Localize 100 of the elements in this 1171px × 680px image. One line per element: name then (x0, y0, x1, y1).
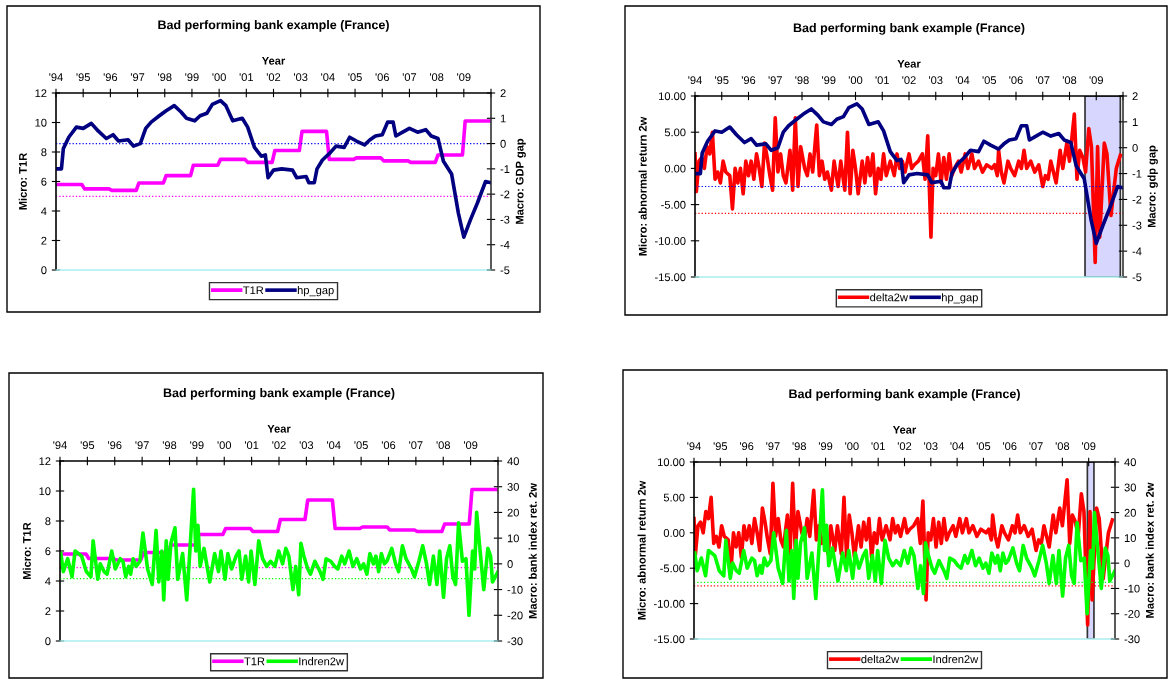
y-tick-label: 5.00 (663, 493, 685, 502)
x-tick-label: '07 (1029, 442, 1043, 451)
x-tick-label: '98 (162, 441, 177, 450)
y2-tick-label: 40 (507, 457, 519, 466)
y-tick-label: 2 (45, 607, 51, 616)
y-tick-label: -5.00 (660, 564, 685, 573)
y2-tick-label: 1 (1132, 118, 1138, 126)
x-tick-label: '09 (1089, 76, 1103, 85)
x-tick-label: '08 (436, 441, 451, 450)
legend-label: hp_gap (942, 293, 978, 304)
x-tick-label: '00 (848, 76, 863, 85)
x-tick-label: '03 (924, 442, 938, 451)
x-axis-title: Year (892, 425, 917, 434)
x-tick-label: '04 (321, 73, 335, 82)
x-tick-label: '96 (103, 73, 118, 82)
y2-axis-title: Macro: bank index ret. 2w (528, 483, 537, 619)
y2-tick-label: 40 (1124, 458, 1136, 467)
y-tick-label: 10.00 (659, 92, 686, 101)
y2-tick-label: -5 (1132, 273, 1142, 282)
y2-tick-label: -4 (1132, 247, 1142, 256)
legend-label: Indren2w (933, 654, 979, 664)
x-tick-label: '08 (1062, 76, 1077, 85)
y2-tick-label: -3 (1132, 221, 1142, 230)
x-tick-label: '02 (897, 442, 912, 451)
y-tick-label: 0 (45, 637, 51, 646)
x-tick-label: '99 (822, 76, 836, 85)
x-tick-label: '05 (354, 441, 368, 450)
x-tick-label: '99 (185, 73, 199, 82)
y-tick-label: 8 (45, 517, 51, 526)
y2-tick-label: -10 (507, 585, 523, 594)
y2-tick-label: 2 (1132, 92, 1138, 101)
y2-axis-title: Macro: GDP gap (515, 138, 526, 224)
legend-label: delta2w (861, 654, 900, 664)
y-tick-label: 10 (39, 487, 51, 496)
y2-tick-label: 30 (507, 482, 519, 491)
x-tick-label: '95 (715, 76, 729, 85)
y2-tick-label: 30 (1124, 483, 1136, 492)
y-tick-label: 0.00 (663, 529, 685, 537)
y2-tick-label: -4 (500, 241, 510, 249)
x-tick-label: '98 (158, 73, 172, 82)
y-tick-label: 10 (35, 118, 47, 127)
x-tick-label: '06 (375, 73, 389, 82)
y2-tick-label: -2 (500, 190, 510, 199)
x-tick-label: '02 (266, 73, 281, 82)
x-tick-label: '97 (130, 73, 145, 82)
chart-title: Bad performing bank example (France) (789, 389, 1020, 401)
line-series (695, 101, 1123, 246)
y2-tick-label: -3 (500, 215, 510, 224)
legend-label: hp_gap (297, 285, 334, 297)
x-tick-label: '04 (950, 442, 965, 451)
x-tick-label: '94 (687, 442, 701, 451)
x-tick-label: '96 (741, 76, 756, 85)
chart-title: Bad performing bank example (France) (163, 388, 395, 400)
x-tick-label: '01 (871, 442, 885, 451)
x-tick-label: '05 (348, 73, 362, 82)
y2-axis-title: Macro: bank index ret. 2w (1145, 482, 1154, 618)
y-tick-label: 8 (41, 148, 47, 157)
chart-title: Bad performing bank example (France) (158, 20, 389, 32)
y-tick-label: 6 (45, 547, 51, 556)
x-tick-label: '07 (402, 73, 417, 82)
x-axis-title: Year (897, 59, 921, 68)
y-tick-label: 6 (41, 177, 47, 186)
x-tick-label: '06 (1003, 442, 1017, 451)
y2-tick-label: -20 (1124, 609, 1140, 618)
y2-tick-label: 20 (507, 508, 519, 517)
x-tick-label: '95 (76, 73, 90, 82)
x-tick-label: '04 (955, 76, 970, 85)
y2-tick-label: -1 (500, 165, 510, 173)
x-tick-label: '09 (463, 441, 478, 450)
y2-tick-label: -20 (507, 611, 523, 620)
x-tick-label: '05 (982, 76, 997, 85)
y-tick-label: -15.00 (654, 273, 686, 282)
y-tick-label: 10.00 (658, 458, 685, 467)
x-tick-label: '97 (135, 441, 149, 450)
y-tick-label: 12 (35, 89, 47, 98)
y2-tick-label: -1 (1132, 169, 1142, 178)
legend-label: delta2w (870, 293, 908, 302)
x-tick-label: '00 (212, 73, 226, 82)
line-series (56, 98, 491, 239)
x-tick-label: '05 (976, 442, 991, 451)
y2-tick-label: 0 (1132, 143, 1138, 152)
y-axis-title: Micro: abnormal return 2w (637, 480, 646, 620)
x-tick-label: '03 (294, 73, 308, 82)
y2-tick-label: 1 (500, 114, 506, 123)
y-axis-title: Micro: abnormal return 2w (638, 116, 647, 256)
y-axis-title: Micro: T1R (22, 522, 31, 579)
x-tick-label: '00 (217, 441, 232, 450)
x-tick-label: '00 (845, 442, 859, 451)
x-tick-label: '96 (108, 441, 122, 450)
x-tick-label: '99 (190, 441, 204, 450)
legend-label: Indren2w (299, 657, 345, 666)
y-tick-label: 5.00 (664, 128, 686, 137)
x-tick-label: '03 (299, 441, 314, 450)
y-tick-label: 4 (41, 207, 47, 216)
y2-tick-label: -30 (1124, 635, 1140, 644)
x-tick-label: '99 (818, 442, 833, 451)
y2-tick-label: -5 (500, 266, 510, 275)
x-tick-label: '01 (875, 76, 889, 85)
x-tick-label: '02 (902, 76, 916, 85)
y2-tick-label: 10 (1124, 534, 1136, 542)
